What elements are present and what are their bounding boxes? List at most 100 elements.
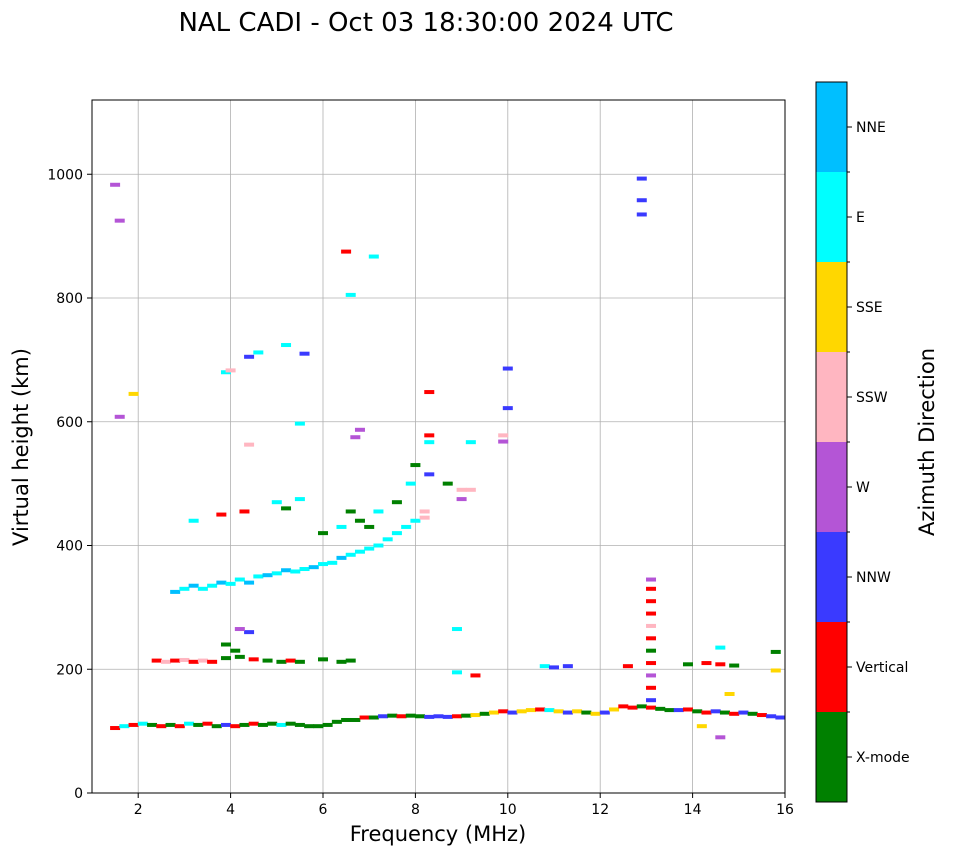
echo-mark (682, 707, 693, 712)
colorbar-category-label: NNE (856, 120, 886, 136)
echo-mark (451, 670, 462, 675)
y-tick-label: 200 (56, 662, 83, 678)
y-tick-label: 0 (74, 786, 83, 802)
x-tick-label: 10 (499, 802, 517, 818)
echo-mark (636, 212, 647, 217)
echo-mark (627, 705, 638, 710)
echo-mark (341, 249, 352, 254)
echo-mark (646, 698, 657, 703)
echo-mark (147, 722, 158, 727)
echo-mark (184, 721, 195, 726)
echo-mark (294, 497, 305, 502)
echo-mark (299, 567, 310, 572)
echo-mark (345, 658, 356, 663)
echo-mark (234, 654, 245, 659)
echo-mark (110, 182, 121, 187)
echo-mark (373, 543, 384, 548)
echo-mark (424, 433, 435, 438)
colorbar-category-label: X-mode (856, 750, 910, 766)
echo-mark (646, 705, 657, 710)
echo-mark (193, 722, 204, 727)
echo-mark (262, 573, 273, 578)
colorbar-segment (816, 442, 847, 532)
echo-mark (387, 713, 398, 718)
echo-mark (331, 719, 342, 724)
echo-mark (646, 648, 657, 653)
echo-mark (415, 714, 426, 719)
echo-mark (775, 715, 786, 720)
echo-mark (424, 390, 435, 395)
echo-mark (248, 657, 259, 662)
echo-mark (410, 518, 421, 523)
x-axis-label: Frequency (MHz) (350, 822, 526, 846)
echo-mark (646, 577, 657, 582)
x-tick-label: 2 (134, 802, 143, 818)
echo-mark (479, 711, 490, 716)
echo-mark (729, 711, 740, 716)
echo-mark (202, 721, 213, 726)
echo-mark (488, 710, 499, 715)
echo-mark (378, 714, 389, 719)
echo-mark (318, 657, 328, 662)
echo-mark (359, 715, 370, 720)
echo-mark (368, 254, 379, 259)
echo-mark (572, 709, 583, 714)
echo-mark (230, 648, 241, 653)
echo-mark (313, 724, 324, 729)
echo-mark (770, 668, 781, 673)
echo-mark (276, 722, 287, 727)
y-tick-label: 400 (56, 539, 83, 555)
echo-mark (507, 710, 518, 715)
echo-mark (225, 581, 236, 586)
x-tick-label: 12 (591, 802, 609, 818)
echo-mark (341, 717, 352, 722)
echo-mark (396, 714, 407, 719)
echo-mark (179, 657, 190, 662)
echo-mark (646, 673, 657, 678)
echo-mark (220, 642, 231, 647)
echo-mark (276, 659, 287, 664)
echo-mark (498, 433, 509, 438)
echo-mark (294, 659, 305, 664)
echo-mark (174, 724, 185, 729)
echo-mark (636, 176, 647, 181)
echo-mark (696, 724, 707, 729)
echo-mark (470, 713, 481, 718)
y-axis-ticks: 0 200 400 600 800 1000 (47, 167, 92, 802)
echo-mark (368, 715, 379, 720)
echo-mark (354, 427, 365, 432)
echo-mark (715, 645, 726, 650)
echo-mark (456, 497, 467, 502)
echo-mark (170, 658, 181, 663)
x-tick-label: 14 (684, 802, 702, 818)
echo-mark (336, 555, 347, 560)
echo-mark (609, 707, 620, 712)
echo-mark (336, 659, 347, 664)
echo-mark (770, 649, 781, 654)
colorbar-segment (816, 532, 847, 622)
echo-mark (664, 708, 675, 713)
plot-frame (91, 99, 786, 794)
echo-mark (544, 708, 555, 713)
echo-mark (253, 574, 264, 579)
echo-mark (290, 569, 301, 574)
echo-mark (110, 726, 121, 731)
colorbar-segment (816, 262, 847, 352)
echo-mark (562, 664, 573, 669)
y-axis-label: Virtual height (km) (9, 348, 33, 546)
echo-mark (234, 627, 245, 632)
echo-mark (137, 721, 148, 726)
echo-mark (151, 658, 162, 663)
echo-mark (618, 704, 629, 709)
echo-mark (364, 546, 375, 551)
echo-mark (470, 673, 481, 678)
x-tick-label: 6 (319, 802, 328, 818)
echo-mark (244, 580, 255, 585)
colorbar-label: Azimuth Direction (915, 348, 939, 536)
echo-mark (549, 665, 559, 670)
x-tick-label: 4 (226, 802, 235, 818)
echo-mark (220, 722, 231, 727)
colorbar-category-label: W (856, 480, 870, 496)
echo-mark (294, 421, 305, 426)
